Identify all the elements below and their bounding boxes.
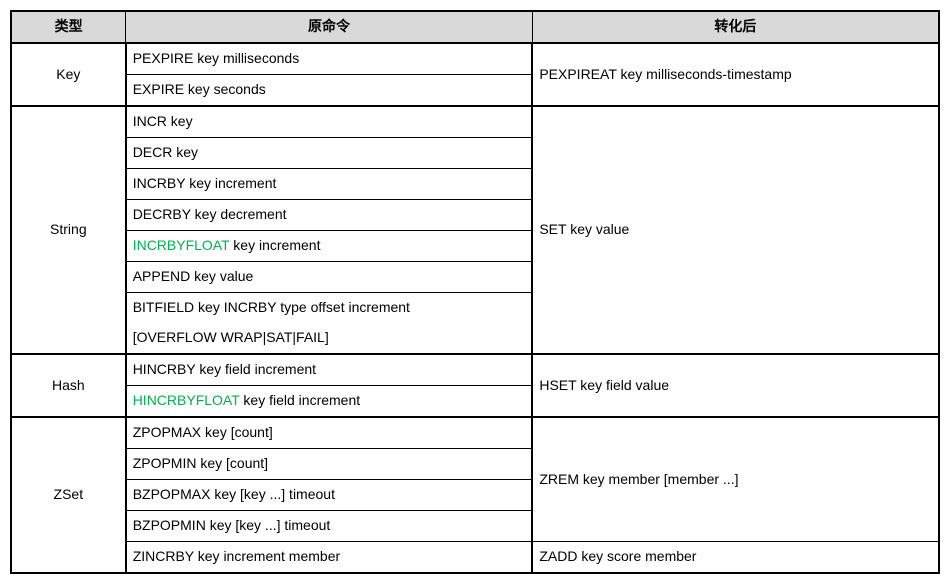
header-type: 类型 — [11, 11, 126, 43]
command-cell: DECRBY key decrement — [126, 200, 533, 231]
command-conversion-table: 类型 原命令 转化后 KeyPEXPIRE key millisecondsPE… — [10, 10, 940, 574]
command-text: DECR key — [133, 144, 198, 160]
command-text: INCRBY key increment — [133, 175, 277, 191]
command-cell: DECR key — [126, 138, 533, 169]
command-text: key increment — [229, 237, 320, 253]
command-cell: PEXPIRE key milliseconds — [126, 43, 533, 75]
command-text: DECRBY key decrement — [133, 206, 287, 222]
header-original: 原命令 — [126, 11, 533, 43]
type-cell: String — [11, 106, 126, 354]
table-row: ZSetZPOPMAX key [count]ZREM key member [… — [11, 417, 939, 449]
command-cell: ZPOPMIN key [count] — [126, 449, 533, 480]
command-cell: APPEND key value — [126, 262, 533, 293]
command-cell: BITFIELD key INCRBY type offset incremen… — [126, 293, 533, 324]
command-text: BZPOPMAX key [key ...] timeout — [133, 486, 335, 502]
highlighted-keyword: HINCRBYFLOAT — [133, 392, 240, 408]
table-row: KeyPEXPIRE key millisecondsPEXPIREAT key… — [11, 43, 939, 75]
command-text: ZPOPMIN key [count] — [133, 455, 268, 471]
highlighted-keyword: INCRBYFLOAT — [133, 237, 230, 253]
type-cell: Key — [11, 43, 126, 106]
converted-cell: ZADD key score member — [532, 542, 939, 574]
command-cell: HINCRBYFLOAT key field increment — [126, 386, 533, 418]
command-text: HINCRBY key field increment — [133, 361, 316, 377]
header-converted: 转化后 — [532, 11, 939, 43]
converted-cell: SET key value — [532, 106, 939, 354]
command-text: key field increment — [240, 392, 361, 408]
command-text: ZPOPMAX key [count] — [133, 424, 273, 440]
command-cell: EXPIRE key seconds — [126, 75, 533, 107]
command-cell: ZPOPMAX key [count] — [126, 417, 533, 449]
converted-cell: HSET key field value — [532, 354, 939, 417]
command-text: ZINCRBY key increment member — [133, 548, 340, 564]
command-cell: ZINCRBY key increment member — [126, 542, 533, 574]
table-row: ZINCRBY key increment member ZADD key sco… — [11, 542, 939, 574]
command-text: PEXPIRE key milliseconds — [133, 50, 300, 66]
converted-cell: PEXPIREAT key milliseconds-timestamp — [532, 43, 939, 106]
command-text: EXPIRE key seconds — [133, 81, 266, 97]
table-row: StringINCR keySET key value — [11, 106, 939, 138]
converted-cell: ZREM key member [member ...] — [532, 417, 939, 542]
command-cell: HINCRBY key field increment — [126, 354, 533, 386]
command-cell: BZPOPMIN key [key ...] timeout — [126, 511, 533, 542]
command-cell: [OVERFLOW WRAP|SAT|FAIL] — [126, 323, 533, 354]
command-text: INCR key — [133, 113, 193, 129]
command-cell: BZPOPMAX key [key ...] timeout — [126, 480, 533, 511]
command-cell: INCRBY key increment — [126, 169, 533, 200]
command-text: BITFIELD key INCRBY type offset incremen… — [133, 299, 410, 315]
command-text: BZPOPMIN key [key ...] timeout — [133, 517, 331, 533]
type-cell: Hash — [11, 354, 126, 417]
table-header-row: 类型 原命令 转化后 — [11, 11, 939, 43]
command-cell: INCR key — [126, 106, 533, 138]
command-cell: INCRBYFLOAT key increment — [126, 231, 533, 262]
command-text: APPEND key value — [133, 268, 254, 284]
command-text: [OVERFLOW WRAP|SAT|FAIL] — [133, 329, 329, 345]
type-cell: ZSet — [11, 417, 126, 573]
table-row: HashHINCRBY key field incrementHSET key … — [11, 354, 939, 386]
